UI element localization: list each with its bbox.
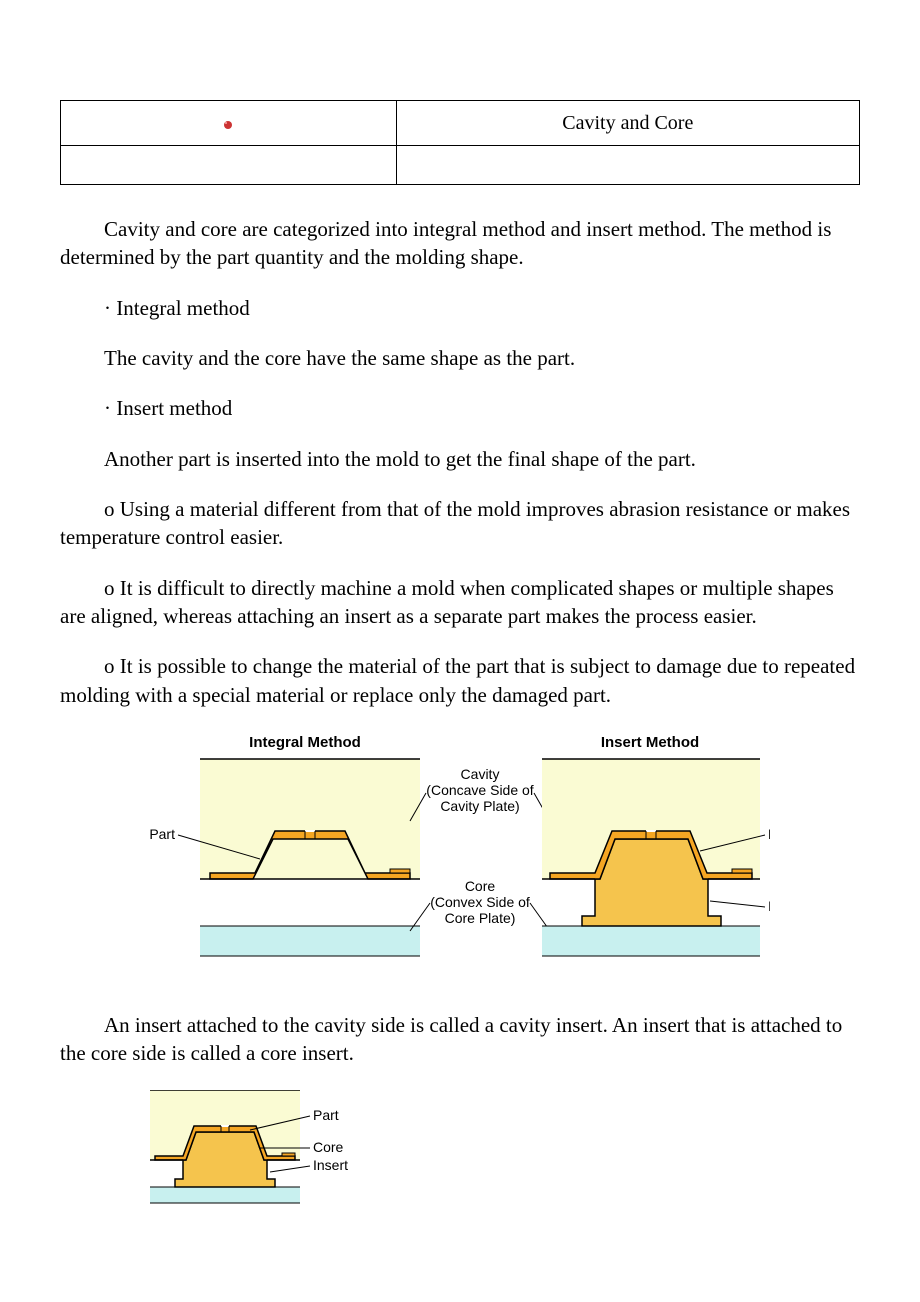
integral-step — [390, 869, 410, 873]
label-part-right: Part — [768, 826, 770, 842]
label-part-left: Part — [150, 826, 175, 842]
label-core-2: (Convex Side of — [430, 894, 530, 910]
header-title-cell: Cavity and Core — [396, 101, 859, 146]
insert-text: Another part is inserted into the mold t… — [60, 445, 860, 473]
insert-lower-bg — [542, 926, 760, 956]
label-cavity-3: Cavity Plate) — [440, 798, 519, 814]
label-cavity-2: (Concave Side of — [426, 782, 534, 798]
diagram-small-svg: Part Core Insert — [150, 1090, 380, 1205]
insert-step — [732, 869, 752, 873]
small-label-core: Core — [313, 1139, 344, 1155]
empty-cell-left — [61, 146, 397, 185]
header-title: Cavity and Core — [562, 112, 693, 134]
diagram-main: Integral Method Insert Method — [150, 731, 860, 981]
intro-paragraph: Cavity and core are categorized into int… — [60, 215, 860, 272]
small-lower-bg — [150, 1187, 300, 1203]
integral-heading: · Integral method — [60, 294, 860, 322]
diagram-main-svg: Integral Method Insert Method — [150, 731, 770, 976]
bullet-2: o It is difficult to directly machine a … — [60, 574, 860, 631]
small-insert-line — [270, 1166, 310, 1172]
small-label-part: Part — [313, 1107, 339, 1123]
bullet-3: o It is possible to change the material … — [60, 652, 860, 709]
diagram-title-left: Integral Method — [249, 734, 361, 751]
integral-diagram — [200, 759, 420, 956]
insert-heading: · Insert method — [60, 394, 860, 422]
header-table: Cavity and Core — [60, 100, 860, 185]
middle-labels: Cavity (Concave Side of Cavity Plate) Co… — [410, 766, 550, 931]
integral-lower-bg — [200, 926, 420, 956]
header-icon-cell — [61, 101, 397, 146]
label-core-3: Core Plate) — [445, 910, 516, 926]
bullet-icon — [224, 121, 232, 129]
label-core-1: Core — [465, 878, 496, 894]
label-cavity-1: Cavity — [461, 766, 500, 782]
integral-text: The cavity and the core have the same sh… — [60, 344, 860, 372]
small-label-insert: Insert — [313, 1157, 348, 1173]
bullet-1: o Using a material different from that o… — [60, 495, 860, 552]
small-step — [282, 1153, 295, 1156]
insert-diagram — [542, 759, 760, 956]
empty-cell-right — [396, 146, 859, 185]
insert-line-right — [710, 901, 765, 907]
label-insert-right: Insert — [768, 898, 770, 914]
diagram-small: Part Core Insert — [150, 1090, 860, 1210]
integral-upper-bg — [200, 759, 420, 879]
closing-paragraph: An insert attached to the cavity side is… — [60, 1011, 860, 1068]
diagram-title-right: Insert Method — [601, 734, 699, 751]
page-content: Cavity and Core Cavity and core are cate… — [0, 0, 920, 1300]
